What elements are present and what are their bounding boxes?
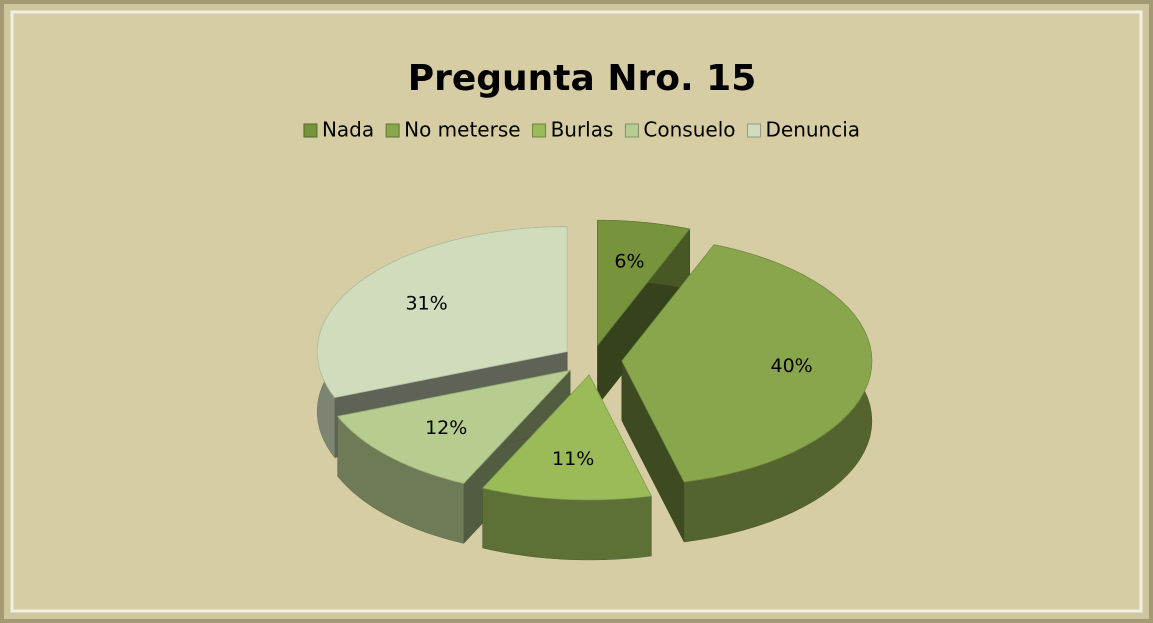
legend-swatch xyxy=(624,123,639,138)
slice-top xyxy=(336,369,572,484)
slice-top xyxy=(597,219,691,347)
slice xyxy=(481,374,652,561)
legend-label: Consuelo xyxy=(643,118,735,142)
data-label: 12% xyxy=(425,417,467,439)
legend-swatch xyxy=(747,123,761,138)
legend-label: No meterse xyxy=(404,118,520,142)
slice xyxy=(597,219,691,407)
legend-label: Denuncia xyxy=(766,118,861,142)
legend-swatch xyxy=(532,123,547,138)
slice xyxy=(621,243,873,543)
slice-top xyxy=(316,226,568,399)
data-label: 31% xyxy=(405,292,447,314)
data-label: 6% xyxy=(614,250,644,272)
legend-swatch xyxy=(385,123,400,138)
legend-label: Nada xyxy=(322,118,374,142)
data-label: 11% xyxy=(552,448,594,470)
chart-title: Pregunta Nro. 15 xyxy=(408,58,757,99)
slice-top xyxy=(481,374,652,501)
slice-top xyxy=(621,244,873,483)
legend: Nada No meterse Burlas Consuelo Denuncia xyxy=(303,118,861,142)
legend-label: Burlas xyxy=(551,118,614,142)
legend-swatch xyxy=(303,123,318,138)
data-label: 40% xyxy=(770,355,812,377)
